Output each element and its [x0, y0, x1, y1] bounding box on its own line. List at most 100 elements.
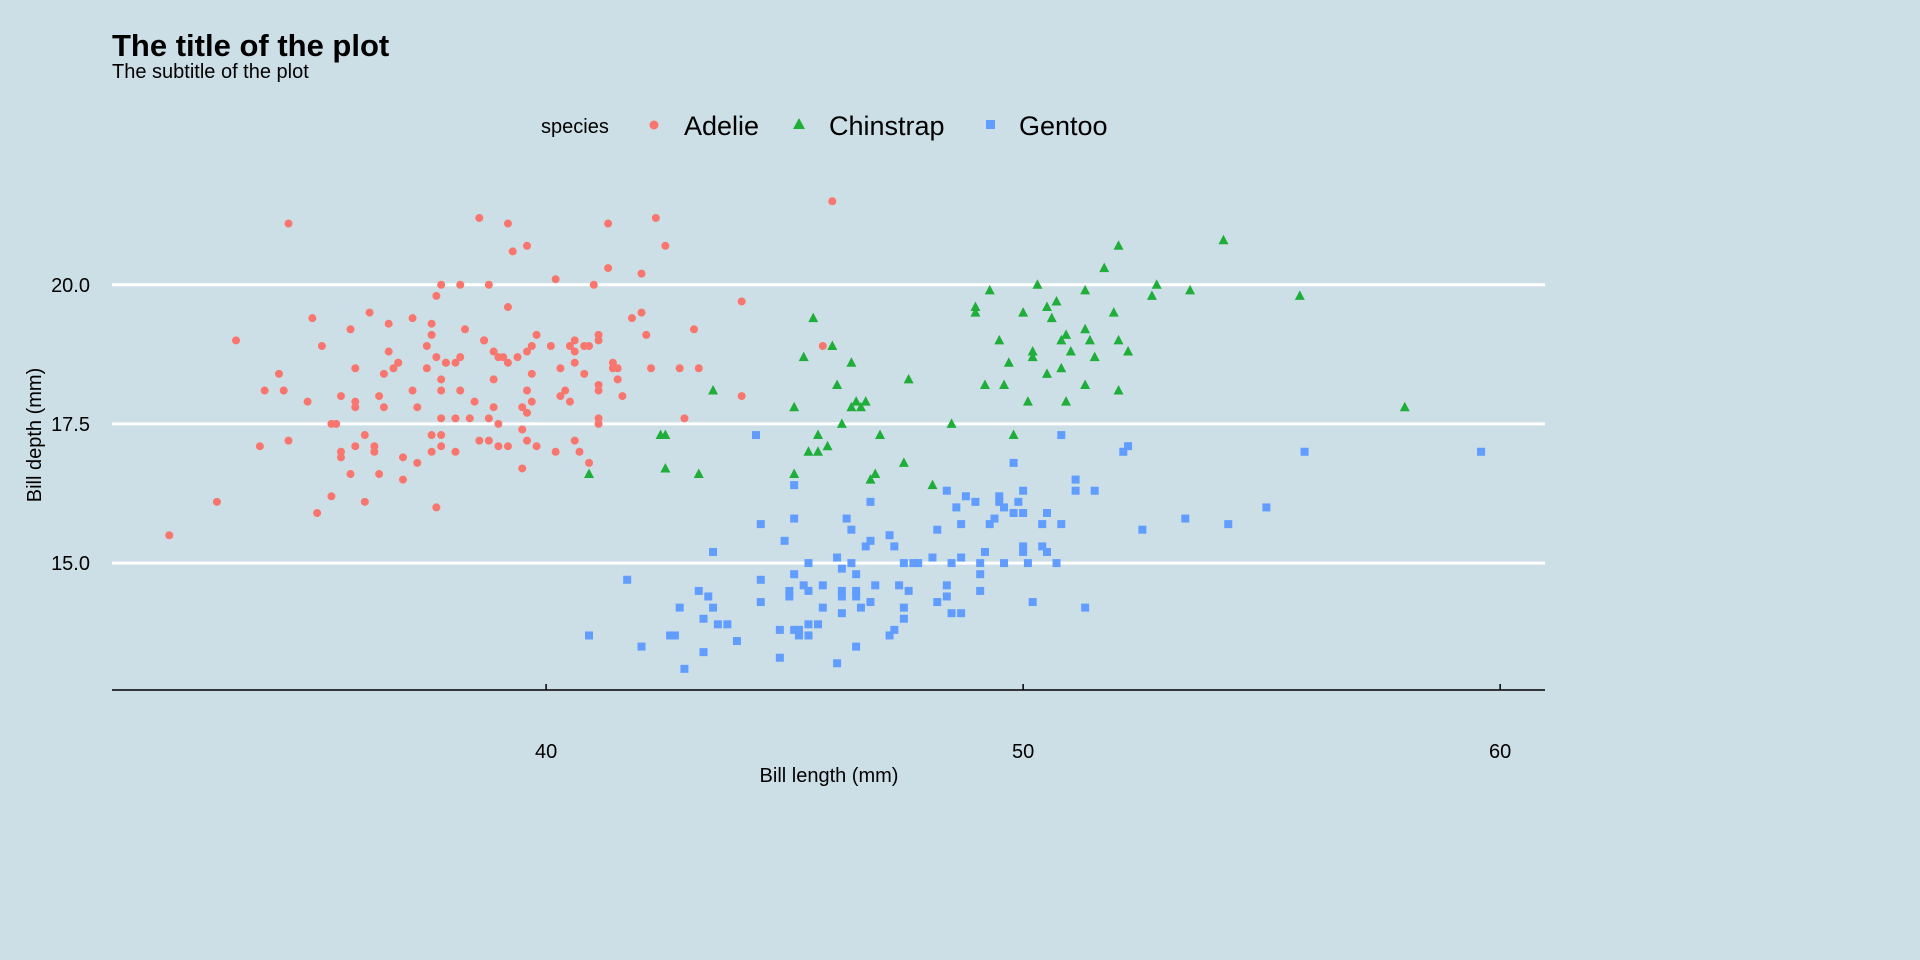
point-adelie — [379, 369, 388, 378]
point-adelie — [627, 314, 636, 323]
point-gentoo — [837, 592, 846, 601]
point-gentoo — [942, 592, 951, 601]
point-gentoo — [799, 581, 808, 590]
point-gentoo — [756, 520, 765, 529]
point-gentoo — [914, 559, 923, 568]
point-adelie — [394, 358, 403, 367]
point-gentoo — [971, 497, 980, 506]
point-adelie — [489, 403, 498, 412]
point-adelie — [556, 364, 565, 373]
point-chinstrap — [865, 474, 876, 484]
point-chinstrap — [846, 401, 857, 412]
point-adelie — [570, 347, 579, 356]
point-gentoo — [852, 592, 861, 601]
y-axis-ticks: 15.0 17.5 20.0 — [51, 275, 90, 575]
point-chinstrap — [798, 351, 809, 362]
point-gentoo — [723, 620, 732, 629]
point-adelie — [336, 392, 345, 401]
point-gentoo — [847, 525, 856, 534]
point-chinstrap — [1151, 279, 1162, 289]
point-adelie — [532, 442, 541, 451]
point-gentoo — [1057, 431, 1066, 440]
point-adelie — [589, 280, 598, 289]
point-adelie — [408, 386, 417, 395]
point-chinstrap — [846, 357, 857, 367]
point-gentoo — [899, 603, 908, 612]
point-chinstrap — [1399, 401, 1410, 412]
point-chinstrap — [660, 429, 671, 440]
point-chinstrap — [1027, 346, 1038, 356]
point-chinstrap — [898, 457, 909, 467]
point-adelie — [527, 397, 536, 406]
point-adelie — [489, 347, 498, 356]
point-gentoo — [623, 575, 632, 584]
point-adelie — [375, 392, 384, 401]
point-adelie — [165, 531, 174, 540]
point-adelie — [570, 436, 579, 445]
point-adelie — [523, 386, 532, 395]
point-gentoo — [957, 553, 966, 562]
legend-label-chinstrap: Chinstrap — [829, 111, 945, 141]
point-chinstrap — [693, 468, 704, 479]
point-chinstrap — [1032, 279, 1043, 289]
point-gentoo — [837, 586, 846, 595]
point-chinstrap — [803, 446, 814, 456]
point-adelie — [494, 442, 503, 451]
point-adelie — [456, 386, 465, 395]
point-gentoo — [1300, 447, 1309, 456]
point-adelie — [451, 447, 460, 456]
point-adelie — [284, 436, 293, 445]
point-adelie — [317, 341, 326, 350]
point-adelie — [694, 364, 703, 373]
point-chinstrap — [855, 401, 866, 412]
point-gentoo — [833, 553, 842, 562]
point-gentoo — [804, 559, 813, 568]
point-adelie — [604, 264, 613, 273]
point-chinstrap — [1080, 379, 1091, 389]
point-gentoo — [732, 637, 741, 646]
point-adelie — [585, 458, 594, 467]
point-adelie — [351, 364, 360, 373]
point-gentoo — [1009, 458, 1018, 467]
point-adelie — [465, 414, 474, 423]
point-adelie — [551, 447, 560, 456]
point-gentoo — [780, 536, 789, 545]
point-adelie — [470, 397, 479, 406]
point-gentoo — [852, 586, 861, 595]
point-gentoo — [1000, 559, 1009, 568]
point-gentoo — [1028, 598, 1037, 607]
point-gentoo — [890, 625, 899, 634]
point-gentoo — [790, 625, 799, 634]
point-chinstrap — [660, 462, 671, 473]
legend-label-gentoo: Gentoo — [1019, 111, 1108, 141]
point-gentoo — [756, 575, 765, 584]
point-gentoo — [866, 598, 875, 607]
point-gentoo — [1038, 542, 1047, 551]
point-gentoo — [890, 542, 899, 551]
point-chinstrap — [1027, 351, 1038, 362]
point-chinstrap — [822, 440, 833, 451]
point-chinstrap — [1099, 262, 1110, 273]
point-chinstrap — [994, 334, 1005, 345]
point-gentoo — [957, 609, 966, 618]
point-adelie — [432, 353, 441, 362]
point-adelie — [384, 347, 393, 356]
point-chinstrap — [1018, 307, 1029, 317]
point-gentoo — [895, 581, 904, 590]
point-adelie — [828, 197, 837, 206]
point-gentoo — [1009, 508, 1018, 517]
point-adelie — [594, 414, 603, 423]
point-gentoo — [785, 586, 794, 595]
point-adelie — [594, 336, 603, 345]
point-chinstrap — [584, 468, 595, 479]
point-chinstrap — [870, 468, 881, 479]
point-gentoo — [899, 559, 908, 568]
point-gentoo — [1138, 525, 1147, 534]
point-gentoo — [756, 598, 765, 607]
legend-title: species — [541, 116, 609, 138]
point-chinstrap — [789, 401, 800, 412]
point-adelie — [594, 380, 603, 389]
point-gentoo — [957, 520, 966, 529]
point-gentoo — [1090, 486, 1099, 495]
point-gentoo — [852, 642, 861, 651]
